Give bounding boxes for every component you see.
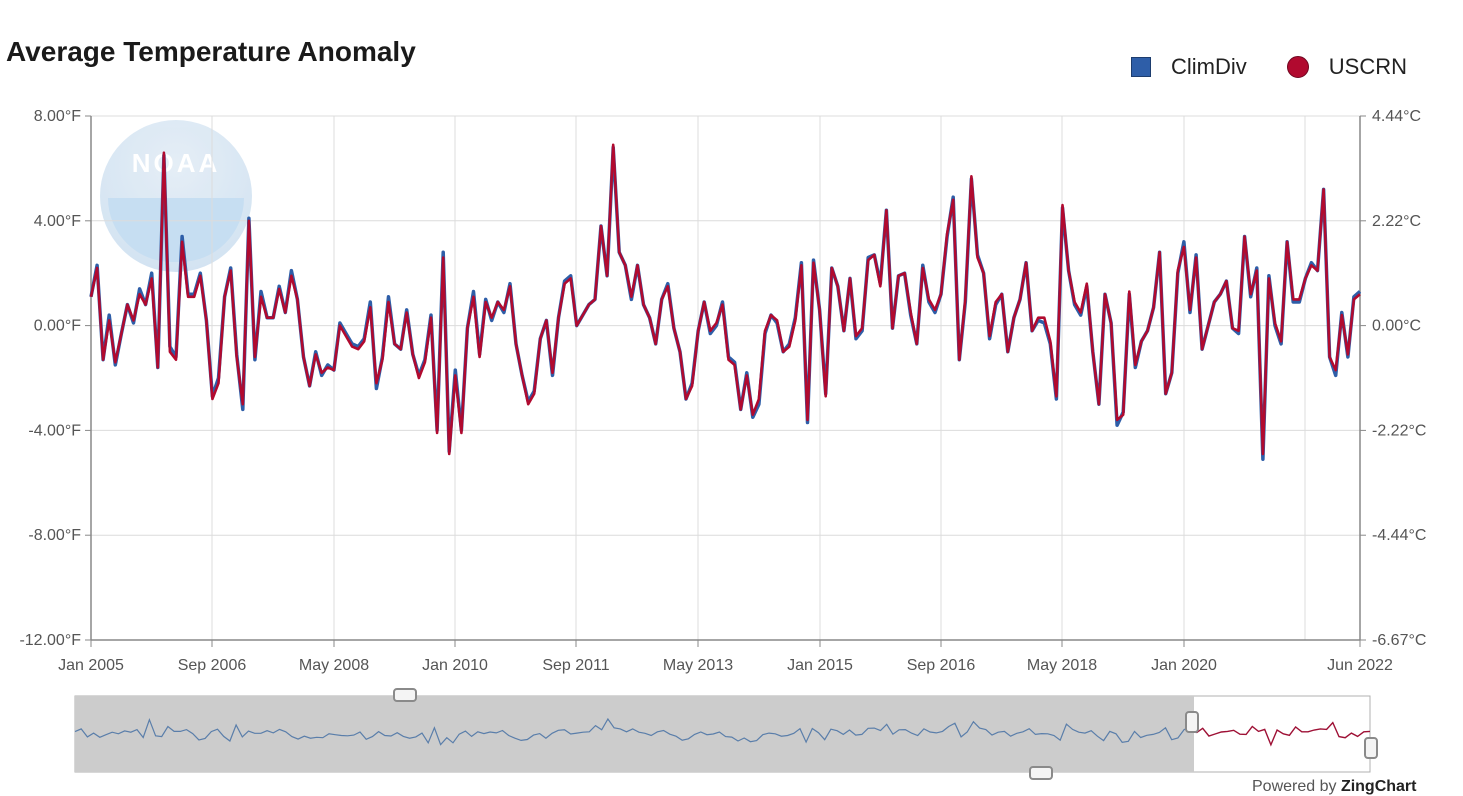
y-tick-label-left: 4.00°F [34,213,82,230]
series-line-uscrn [89,143,1361,456]
x-tick-label: Jan 2010 [422,657,488,674]
range-preview [74,688,1378,780]
legend-climdiv-label: ClimDiv [1171,54,1247,79]
x-tick-label: May 2013 [663,657,733,674]
x-tick-label: Jun 2022 [1327,657,1393,674]
preview-mask [75,696,1194,772]
preview-handle-left[interactable] [1185,711,1199,733]
x-tick-label: Sep 2016 [907,657,976,674]
legend-item-uscrn[interactable]: USCRN [1286,54,1407,80]
chart-axes [85,115,1366,647]
y-tick-label-left: -12.00°F [19,632,81,649]
preview-handle-right[interactable] [1364,737,1378,759]
legend-uscrn-swatch [1286,56,1309,78]
y-tick-label-right: -6.67°C [1372,632,1426,649]
y-tick-label-right: 0.00°C [1372,318,1421,335]
powered-by[interactable]: Powered by ZingChart [1252,778,1416,796]
preview-line-uscrn [1196,721,1371,747]
chart-title: Average Temperature Anomaly [6,36,416,67]
preview-handle-bottom[interactable] [1029,766,1053,780]
chart-tick-labels: 8.00°F 4.44°C 4.00°F 2.22°C 0.00°F 0.00°C -4.0… [19,108,1426,674]
y-tick-label-left: -8.00°F [28,527,81,544]
noaa-logo-text: NOAA [131,148,221,178]
preview-line-climdiv [74,717,1197,746]
x-tick-label: Sep 2006 [178,657,247,674]
y-tick-label-right: 4.44°C [1372,108,1421,125]
x-tick-label: Sep 2011 [542,657,609,674]
series-line-climdiv [89,145,1362,461]
legend-item-climdiv[interactable]: ClimDiv [1131,54,1247,80]
legend-climdiv-swatch [1131,57,1151,77]
chart-series [89,143,1362,461]
x-tick-label: May 2008 [299,657,369,674]
legend-uscrn-label: USCRN [1328,54,1407,79]
preview-handle-top[interactable] [393,688,417,702]
y-tick-label-right: -2.22°C [1372,422,1426,439]
x-tick-label: May 2018 [1027,657,1097,674]
powered-by-brand: ZingChart [1340,778,1417,795]
x-tick-label: Jan 2020 [1151,657,1217,674]
y-tick-label-left: -4.00°F [28,422,81,439]
y-tick-label-right: -4.44°C [1372,527,1426,544]
y-tick-label-right: 2.22°C [1372,213,1421,230]
y-tick-label-left: 0.00°F [34,318,82,335]
legend: ClimDiv USCRN [1091,54,1407,80]
x-tick-label: Jan 2005 [58,657,124,674]
noaa-logo-watermark: NOAA [100,120,252,272]
powered-by-prefix: Powered by [1252,778,1341,795]
y-tick-label-left: 8.00°F [34,108,82,125]
x-tick-label: Jan 2015 [787,657,853,674]
